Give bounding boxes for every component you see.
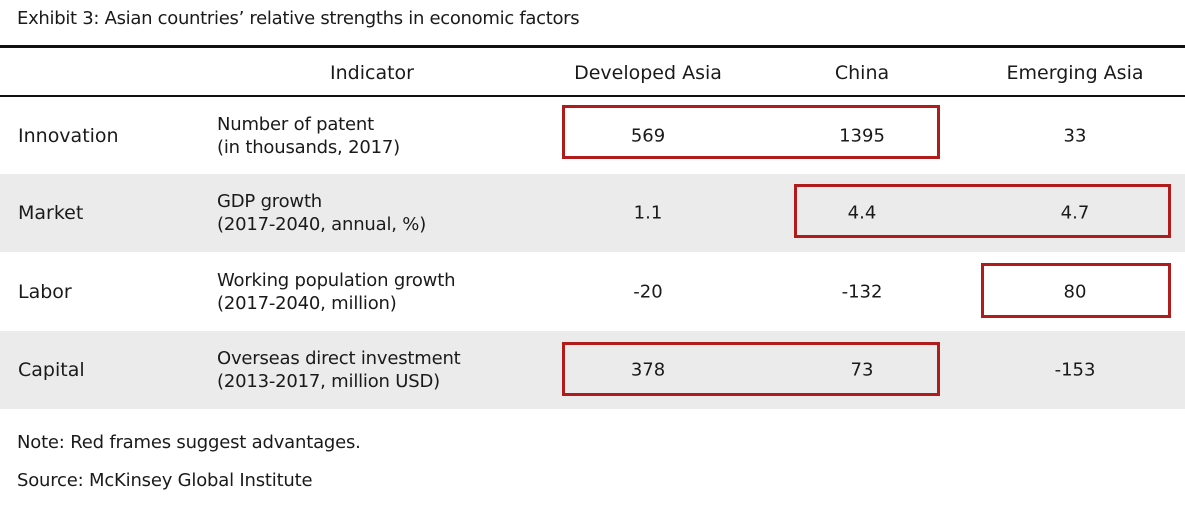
value-china: 1395 — [839, 125, 885, 146]
row-indicator: Working population growth (2017-2040, mil… — [217, 269, 455, 315]
indicator-line: Overseas direct investment — [217, 348, 461, 369]
source: Source: McKinsey Global Institute — [17, 470, 313, 491]
header-indicator: Indicator — [330, 62, 414, 84]
exhibit-title: Exhibit 3: Asian countries’ relative str… — [17, 8, 580, 29]
row-category: Capital — [18, 359, 85, 381]
indicator-line: (2013-2017, million USD) — [217, 371, 440, 392]
value-emerging: 33 — [1063, 125, 1087, 146]
indicator-line: Number of patent — [217, 113, 374, 135]
header-emerging-asia: Emerging Asia — [1006, 62, 1144, 84]
indicator-line: (in thousands, 2017) — [217, 136, 400, 158]
table-row-innovation: Innovation Number of patent (in thousands… — [0, 97, 1185, 174]
row-indicator: Number of patent (in thousands, 2017) — [217, 113, 400, 159]
indicator-line: Working population growth — [217, 269, 456, 291]
value-emerging: 4.7 — [1060, 202, 1090, 224]
value-emerging: -153 — [1054, 359, 1096, 381]
row-category: Innovation — [18, 124, 119, 147]
header-developed-asia: Developed Asia — [574, 62, 722, 84]
value-developed: -20 — [633, 281, 663, 302]
value-china: -132 — [841, 281, 883, 302]
row-category: Labor — [18, 280, 72, 303]
advantage-frame-innovation — [562, 105, 940, 159]
advantage-frame-capital — [562, 342, 940, 396]
header-rule — [0, 95, 1185, 97]
value-china: 4.4 — [847, 202, 877, 224]
row-indicator: GDP growth (2017-2040, annual, %) — [217, 190, 426, 236]
value-emerging: 80 — [1063, 281, 1087, 302]
value-china: 73 — [850, 359, 874, 381]
row-category: Market — [18, 202, 84, 224]
value-developed: 569 — [630, 125, 666, 146]
value-developed: 378 — [630, 359, 666, 381]
indicator-line: (2017-2040, million) — [217, 292, 397, 314]
note: Note: Red frames suggest advantages. — [17, 432, 361, 453]
row-indicator: Overseas direct investment (2013-2017, mi… — [217, 347, 461, 393]
advantage-frame-labor — [981, 263, 1171, 318]
table-row-labor: Labor Working population growth (2017-204… — [0, 252, 1185, 331]
value-developed: 1.1 — [633, 202, 663, 224]
advantage-frame-market — [794, 184, 1171, 238]
top-rule — [0, 45, 1185, 48]
indicator-line: (2017-2040, annual, %) — [217, 214, 427, 235]
table-row-market: Market GDP growth (2017-2040, annual, %) … — [0, 174, 1185, 252]
header-china: China — [834, 62, 890, 84]
indicator-line: GDP growth — [217, 191, 323, 212]
